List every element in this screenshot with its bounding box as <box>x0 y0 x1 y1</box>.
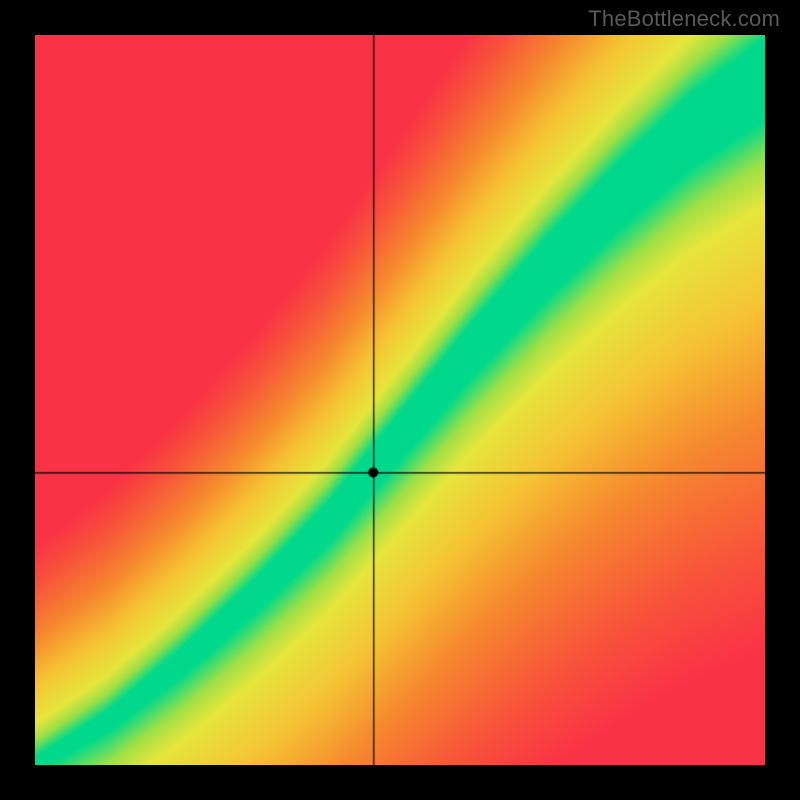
chart-container: TheBottleneck.com <box>0 0 800 800</box>
heatmap-canvas <box>35 35 765 765</box>
watermark-text: TheBottleneck.com <box>588 6 780 32</box>
heatmap-plot <box>35 35 765 765</box>
